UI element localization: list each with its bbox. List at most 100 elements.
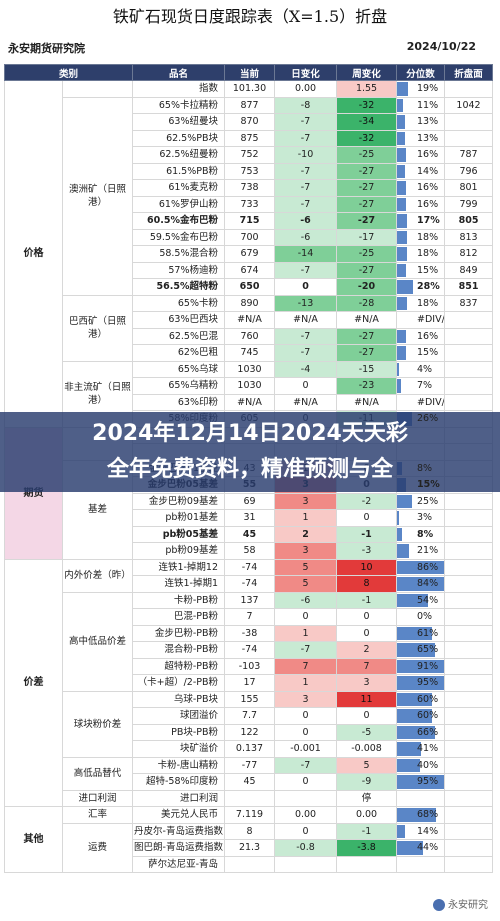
percentile-bar (397, 511, 400, 525)
futures-equivalent-cell (444, 723, 494, 741)
header-weekly-change: 周变化 (336, 64, 398, 81)
overlay-banner[interactable]: 2024年12月14日2024天天彩 全年免费资料，精准预测与全 (0, 412, 500, 492)
product-name-cell: 65%卡拉精粉 (132, 96, 226, 114)
header-futures-equivalent: 折盘面 (444, 64, 494, 81)
product-name-cell: 62.5%纽曼粉 (132, 146, 226, 164)
percentile-bar (397, 280, 414, 294)
percentile-bar (397, 593, 429, 607)
current-value-cell: 137 (224, 591, 276, 609)
weekly-change-cell: 停 (336, 789, 398, 807)
table-row: 澳洲矿（日照港） 65%卡拉精粉 877 -8 -32 11% 1042 (5, 96, 494, 296)
percentile-text: 19% (417, 83, 439, 95)
percentile-bar (397, 775, 444, 789)
percentile-text: 13% (417, 132, 439, 144)
percentile-cell: 18% (396, 294, 446, 312)
weekly-change-cell: -27 (336, 344, 398, 362)
percentile-text: 13% (417, 116, 439, 128)
percentile-bar (397, 329, 407, 343)
daily-change-cell: -7 (274, 162, 338, 180)
subcategory-cell: 内外价差（昨） (61, 558, 134, 593)
percentile-cell: 44% (396, 839, 446, 857)
percentile-text: 3% (417, 512, 433, 524)
subcategory-cell (61, 80, 134, 98)
current-value-cell: 155 (224, 690, 276, 708)
product-name-cell: 61.5%PB粉 (132, 162, 226, 180)
product-name-cell: 63%纽曼块 (132, 113, 226, 131)
tracking-table-container: 类别 品名 当前 日变化 周变化 分位数 折盘面 价格 指数 101.30 0.00 1… (3, 64, 494, 873)
daily-change-cell: 3 (274, 492, 338, 510)
current-value-cell: 877 (224, 96, 276, 114)
percentile-text: 26% (417, 413, 439, 425)
current-value-cell: 875 (224, 129, 276, 147)
percentile-bar (397, 230, 408, 244)
percentile-bar (397, 296, 408, 310)
percentile-cell: 68% (396, 806, 446, 824)
percentile-cell: 65% (396, 641, 446, 659)
percentile-cell: 14% (396, 822, 446, 840)
current-value-cell: -74 (224, 575, 276, 593)
daily-change-cell: -7 (274, 113, 338, 131)
daily-change-cell: 1 (274, 674, 338, 692)
daily-change-cell: 0 (274, 278, 338, 296)
table-row: 63%巴西块#N/A#N/A#N/A#DIV/0! (5, 311, 494, 329)
subcategory-cell: 澳洲矿（日照港） (61, 96, 134, 296)
subcategory-cell: 汇率 (61, 806, 134, 824)
header-percentile: 分位数 (396, 64, 446, 81)
percentile-text: 15% (417, 479, 440, 491)
daily-change-cell: -14 (274, 245, 338, 263)
weekly-change-cell: 3 (336, 674, 398, 692)
futures-equivalent-cell (444, 855, 494, 873)
percentile-text: 28% (417, 281, 440, 293)
percentile-cell: 3% (396, 509, 446, 527)
daily-change-cell: 0 (274, 707, 338, 725)
percentile-bar (397, 527, 403, 541)
percentile-text: 4% (417, 363, 433, 375)
percentile-bar (397, 131, 406, 145)
product-name-cell: 超特-58%印度粉 (132, 773, 226, 791)
percentile-text: 7% (417, 380, 433, 392)
daily-change-cell: -4 (274, 360, 338, 378)
current-value-cell: 7 (224, 608, 276, 626)
current-value-cell: 58 (224, 542, 276, 560)
percentile-cell: 61% (396, 624, 446, 642)
percentile-text: 66% (417, 726, 439, 738)
weekly-change-cell: #N/A (336, 393, 398, 411)
futures-equivalent-cell (444, 344, 494, 362)
header-row: 类别 品名 当前 日变化 周变化 分位数 折盘面 (3, 64, 494, 81)
percentile-text: 86% (417, 561, 439, 573)
table-row: 价差 内外价差（昨） 连铁1-掉期12 -74 5 10 86% (4, 558, 494, 807)
current-value-cell: 8 (224, 822, 276, 840)
percentile-bar (397, 676, 444, 690)
percentile-cell: 60% (396, 690, 446, 708)
percentile-bar (397, 164, 406, 178)
product-name-cell: 62.5%PB块 (132, 129, 226, 147)
weekly-change-cell: 1.55 (336, 80, 398, 98)
product-name-cell: 进口利润 (132, 789, 226, 807)
percentile-bar (397, 643, 436, 657)
percentile-text: 18% (417, 231, 439, 243)
table-row: pb粉01基差 31 1 0 3% (5, 509, 494, 527)
percentile-text: 16% (417, 149, 439, 161)
table-row: 61%麦克粉 738 -7 -27 16% 801 (5, 179, 494, 197)
percentile-cell: 25% (396, 492, 446, 510)
daily-change-cell: 5 (274, 575, 338, 593)
table-row: pb粉05基差 45 2 -1 8% (5, 525, 494, 543)
weekly-change-cell: -32 (336, 129, 398, 147)
current-value-cell: 1030 (224, 377, 276, 395)
percentile-cell: 13% (396, 129, 446, 147)
product-name-cell: 卡粉-唐山精粉 (132, 756, 226, 774)
percentile-text: 15% (417, 347, 439, 359)
subcategory-cell: 高低品替代 (61, 756, 134, 791)
product-name-cell: 球团溢价 (132, 707, 226, 725)
table-row: 其他 汇率 美元兑人民币 7.119 0.00 0.00 68% (4, 806, 494, 873)
weekly-change-cell: -1 (336, 591, 398, 609)
futures-equivalent-cell (444, 492, 494, 510)
daily-change-cell: -6 (274, 228, 338, 246)
percentile-cell: 4% (396, 360, 446, 378)
futures-equivalent-cell (444, 756, 494, 774)
percentile-bar (397, 247, 408, 261)
table-row: 运费 丹皮尔-青岛运费指数 8 0 -1 14% (5, 822, 494, 873)
percentile-cell: 0% (396, 608, 446, 626)
weekly-change-cell: -20 (336, 278, 398, 296)
header-daily-change: 日变化 (274, 64, 338, 81)
